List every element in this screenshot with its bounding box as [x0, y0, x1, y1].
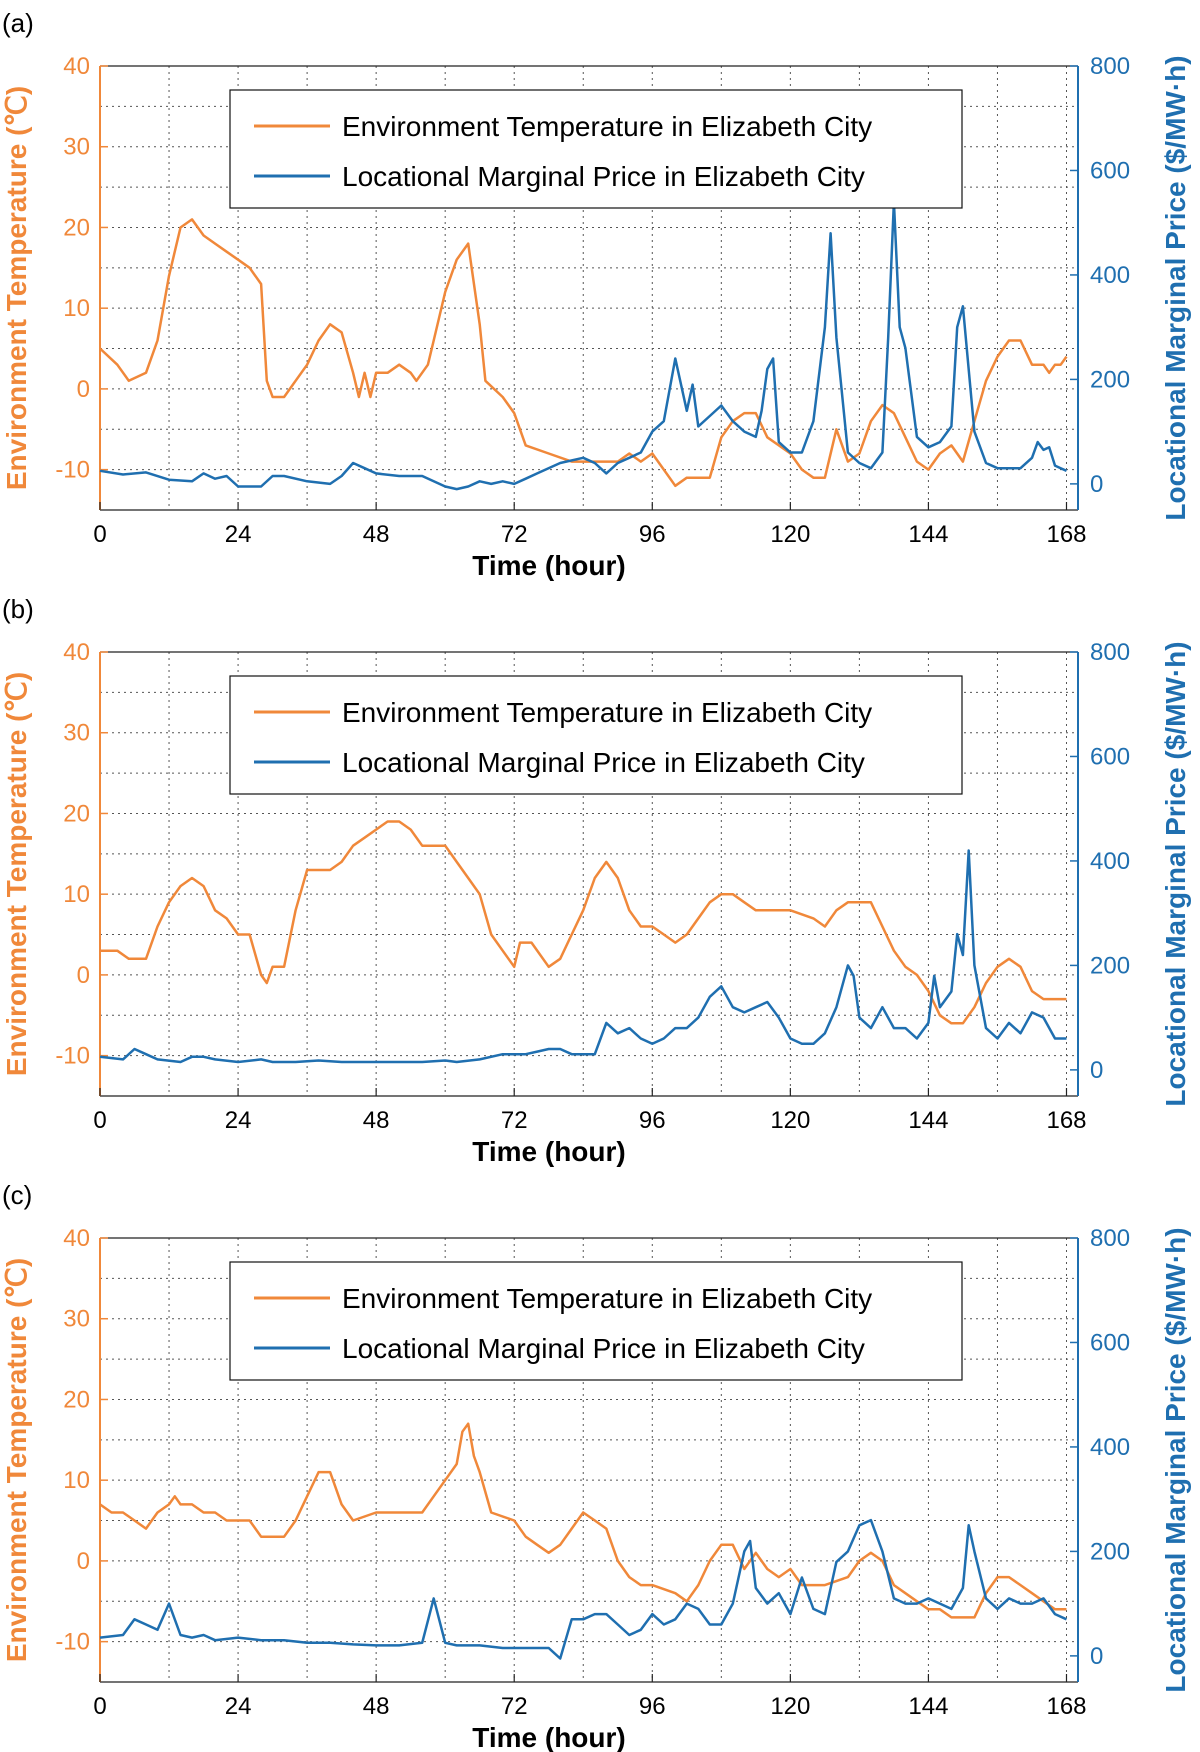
y-right-tick-label: 800: [1090, 1225, 1130, 1252]
legend: Environment Temperature in Elizabeth Cit…: [229, 675, 963, 795]
y-left-tick-label: 10: [63, 295, 90, 322]
x-tick-label: 120: [770, 1693, 810, 1720]
chart-panel-c: (c)0 24 48 72 96 120 144 168-100102030400200400…: [1, 1180, 1191, 1752]
x-tick-label: 96: [639, 1693, 666, 1720]
x-axis-label: Time (hour): [472, 550, 625, 581]
panel-label: (b): [2, 594, 34, 624]
legend-label-price: Locational Marginal Price in Elizabeth C…: [342, 1333, 865, 1364]
y-axis-label-left: Environment Temperature (℃): [1, 86, 32, 490]
x-axis-label: Time (hour): [472, 1136, 625, 1167]
x-tick-label: 96: [639, 521, 666, 548]
y-right-tick-label: 0: [1090, 471, 1103, 498]
y-axis-label-left: Environment Temperature (℃): [1, 672, 32, 1076]
legend-label-temperature: Environment Temperature in Elizabeth Cit…: [342, 1283, 872, 1314]
legend-label-temperature: Environment Temperature in Elizabeth Cit…: [342, 697, 872, 728]
x-tick-label: 0: [93, 1693, 106, 1720]
y-left-tick-label: 40: [63, 1225, 90, 1252]
y-right-tick-label: 400: [1090, 1434, 1130, 1461]
y-right-tick-label: 400: [1090, 262, 1130, 289]
y-right-tick-label: 200: [1090, 952, 1130, 979]
y-right-tick-label: 200: [1090, 1538, 1130, 1565]
y-left-tick-label: 0: [77, 962, 90, 989]
x-tick-label: 48: [363, 521, 390, 548]
series-line-temperature: [99, 218, 1068, 488]
chart-panel-b: (b)0 24 48 72 96 120 144 168-100102030400200400…: [1, 594, 1191, 1167]
series-line-temperature: [99, 1422, 1067, 1619]
y-axis-label-right: Locational Marginal Price ($/MW·h): [1160, 1227, 1191, 1692]
x-tick-label: 144: [908, 1107, 948, 1134]
legend-label-temperature: Environment Temperature in Elizabeth Cit…: [342, 111, 872, 142]
y-left-tick-label: 10: [63, 881, 90, 908]
y-left-tick-label: 20: [63, 214, 90, 241]
series-line-price: [99, 200, 1068, 491]
y-left-tick-label: 20: [63, 800, 90, 827]
x-axis-label: Time (hour): [472, 1722, 625, 1752]
x-tick-label: 72: [501, 521, 528, 548]
x-tick-label: 48: [363, 1693, 390, 1720]
panel-label: (c): [2, 1180, 32, 1210]
y-right-tick-label: 400: [1090, 848, 1130, 875]
x-tick-label: 24: [225, 1693, 252, 1720]
series-line-temperature: [100, 820, 1067, 1025]
x-tick-label: 168: [1046, 1693, 1086, 1720]
y-axis-label-left: Environment Temperature (℃): [1, 1258, 32, 1662]
legend-box: [229, 675, 963, 795]
y-right-tick-label: 800: [1090, 53, 1130, 80]
x-tick-label: 144: [908, 521, 948, 548]
x-tick-label: 120: [770, 521, 810, 548]
x-tick-label: 48: [363, 1107, 390, 1134]
panel-label: (a): [2, 8, 34, 38]
x-tick-label: 24: [225, 1107, 252, 1134]
y-left-tick-label: -10: [55, 1629, 90, 1656]
x-tick-label: 24: [225, 521, 252, 548]
y-right-tick-label: 0: [1090, 1643, 1103, 1670]
y-left-tick-label: 0: [77, 1548, 90, 1575]
y-left-tick-label: 40: [63, 53, 90, 80]
y-axis-label-right: Locational Marginal Price ($/MW·h): [1160, 641, 1191, 1106]
legend-box: [229, 89, 963, 209]
y-axis-label-right: Locational Marginal Price ($/MW·h): [1160, 55, 1191, 520]
y-right-tick-label: 600: [1090, 743, 1130, 770]
x-tick-label: 0: [93, 1107, 106, 1134]
y-left-tick-label: 30: [63, 720, 90, 747]
x-tick-label: 0: [93, 521, 106, 548]
chart-panel-a: (a)0 24 48 72 96 120 144 168-100102030400200400…: [1, 8, 1191, 581]
legend-label-price: Locational Marginal Price in Elizabeth C…: [342, 161, 865, 192]
y-left-tick-label: 40: [63, 639, 90, 666]
legend-label-price: Locational Marginal Price in Elizabeth C…: [342, 747, 865, 778]
y-left-tick-label: 20: [63, 1386, 90, 1413]
legend-box: [229, 1261, 963, 1381]
x-tick-label: 120: [770, 1107, 810, 1134]
y-right-tick-label: 200: [1090, 366, 1130, 393]
x-tick-label: 168: [1046, 521, 1086, 548]
y-left-tick-label: 0: [77, 376, 90, 403]
y-left-tick-label: 30: [63, 134, 90, 161]
legend: Environment Temperature in Elizabeth Cit…: [229, 89, 963, 209]
x-tick-label: 72: [501, 1693, 528, 1720]
x-tick-label: 72: [501, 1107, 528, 1134]
series-line-price: [99, 1518, 1068, 1660]
x-tick-label: 168: [1046, 1107, 1086, 1134]
x-tick-label: 96: [639, 1107, 666, 1134]
y-right-tick-label: 800: [1090, 639, 1130, 666]
y-left-tick-label: -10: [55, 457, 90, 484]
x-tick-label: 144: [908, 1693, 948, 1720]
series-line-price: [99, 849, 1067, 1064]
y-right-tick-label: 0: [1090, 1057, 1103, 1084]
y-right-tick-label: 600: [1090, 1329, 1130, 1356]
y-left-tick-label: -10: [55, 1043, 90, 1070]
y-right-tick-label: 600: [1090, 157, 1130, 184]
y-left-tick-label: 30: [63, 1306, 90, 1333]
y-left-tick-label: 10: [63, 1467, 90, 1494]
legend: Environment Temperature in Elizabeth Cit…: [229, 1261, 963, 1381]
